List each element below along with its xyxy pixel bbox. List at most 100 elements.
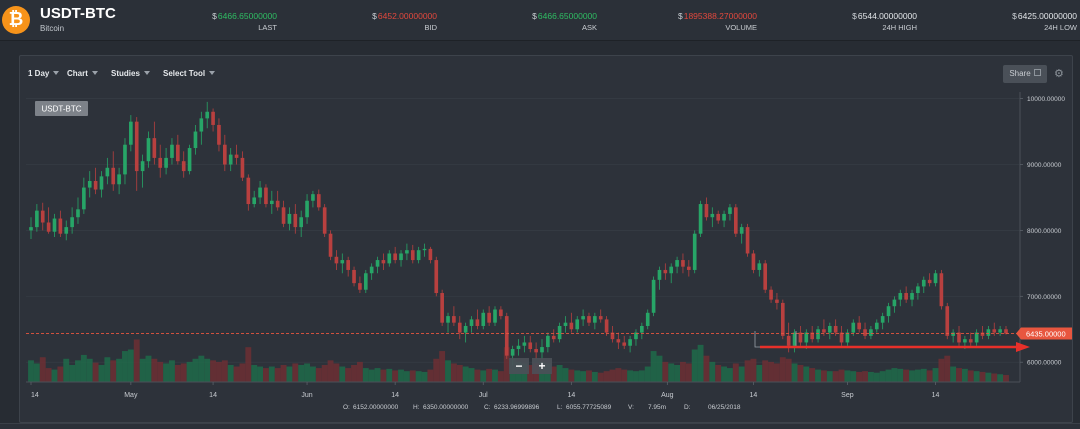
- candle-body: [487, 312, 491, 323]
- candle-body: [569, 322, 574, 330]
- currency-name: Bitcoin: [40, 24, 65, 33]
- candle-body: [640, 325, 644, 333]
- chart-type-dropdown[interactable]: Chart: [67, 69, 98, 78]
- volume-bar: [362, 368, 369, 382]
- candle-body: [328, 233, 333, 257]
- interval-dropdown[interactable]: 1 Day: [28, 69, 60, 78]
- candle-body: [99, 176, 104, 190]
- candle-body: [252, 197, 257, 205]
- candle-body: [64, 227, 69, 234]
- candle-body: [786, 335, 791, 346]
- current-price-label: 6435.00000: [1026, 329, 1066, 338]
- candle-body: [904, 293, 908, 300]
- studies-dropdown[interactable]: Studies: [111, 69, 150, 78]
- volume-bar: [920, 368, 927, 382]
- volume-bar: [192, 358, 199, 382]
- candle-body: [70, 217, 74, 228]
- volume-bar: [944, 355, 951, 382]
- chevron-down-icon: [143, 71, 150, 75]
- ohlc-close-label: C:: [484, 404, 491, 411]
- candle-body: [305, 200, 309, 218]
- select-tool-dropdown[interactable]: Select Tool: [163, 69, 216, 78]
- candle-body: [440, 293, 444, 323]
- y-tick-label: 6000.00000: [1027, 360, 1062, 367]
- low-value: 6425.00000000: [1017, 11, 1077, 21]
- candle-body: [140, 161, 145, 172]
- candle-body: [886, 306, 891, 317]
- candle-body: [299, 217, 304, 228]
- candle-body: [587, 316, 591, 323]
- candle-body: [546, 335, 550, 348]
- candle-body: [322, 207, 327, 234]
- candle-body: [369, 266, 374, 274]
- candle-body: [516, 345, 521, 350]
- candle-body: [387, 253, 392, 264]
- volume-bar: [797, 364, 804, 382]
- share-button[interactable]: Share: [1003, 65, 1047, 83]
- candle-body: [716, 213, 721, 221]
- volume-bar: [550, 366, 557, 382]
- volume-bar: [932, 368, 939, 382]
- candle-body: [863, 329, 867, 336]
- volume-bar: [779, 357, 786, 382]
- volume-bar: [268, 366, 275, 382]
- candle-body: [269, 200, 274, 205]
- candle-body: [504, 316, 509, 356]
- gear-icon[interactable]: ⚙: [1054, 67, 1064, 80]
- volume-bar: [239, 363, 246, 382]
- candle-body: [358, 283, 362, 290]
- candle-body: [170, 144, 174, 158]
- zoom-out-button[interactable]: −: [509, 358, 529, 374]
- volume-bar: [850, 371, 857, 382]
- volume-bar: [433, 358, 440, 382]
- x-tick-label: 14: [209, 392, 217, 399]
- x-tick-label: 14: [567, 392, 575, 399]
- volume-bar: [497, 371, 504, 382]
- volume-bar: [791, 363, 798, 382]
- candle-body: [845, 332, 850, 343]
- ohlc-high-label: H:: [413, 404, 420, 411]
- volume-bar: [638, 370, 645, 382]
- x-tick-label: 14: [391, 392, 399, 399]
- candle-body: [957, 332, 961, 343]
- market-header: ₿ USDT-BTC Bitcoin $6466.65000000 LAST $…: [0, 0, 1080, 41]
- candle-body: [528, 342, 533, 350]
- candle-body: [152, 138, 157, 158]
- grid: [26, 98, 1020, 363]
- volume-bar: [151, 358, 158, 382]
- candle-body: [968, 339, 973, 343]
- high-label: 24H HIGH: [882, 23, 917, 32]
- candle-body: [675, 260, 679, 267]
- x-tick-label: Sep: [841, 392, 854, 399]
- candle-body: [722, 213, 726, 221]
- volume-bar: [104, 357, 111, 382]
- zoom-in-button[interactable]: +: [532, 358, 552, 374]
- volume-bars: [28, 339, 1009, 382]
- last-label: LAST: [258, 23, 277, 32]
- support-annotation[interactable]: [754, 331, 1030, 352]
- candle-body: [463, 325, 468, 333]
- candle-body: [452, 316, 456, 323]
- volume-bar: [116, 358, 123, 382]
- volume-bar: [967, 370, 974, 382]
- candle-body: [663, 269, 668, 274]
- volume-bar: [204, 358, 211, 382]
- stat-24h-low: $6425.00000000 24H LOW: [1012, 11, 1077, 33]
- volume-value: 1895388.27000000: [683, 11, 757, 21]
- currency-symbol: $: [1012, 11, 1017, 21]
- stat-last: $6466.65000000 LAST: [212, 11, 277, 33]
- volume-bar: [991, 373, 998, 382]
- volume-bar: [568, 369, 575, 382]
- x-tick-label: Aug: [661, 392, 674, 399]
- high-value: 6544.00000000: [857, 11, 917, 21]
- ohlc-low: 6055.77725089: [566, 404, 612, 411]
- candle-body: [692, 233, 697, 270]
- candle-body: [211, 111, 215, 125]
- x-tick-label: Jul: [479, 392, 488, 399]
- volume-bar: [292, 363, 299, 382]
- candle-body: [563, 322, 568, 326]
- volume-bar: [685, 363, 692, 382]
- minus-icon: −: [515, 359, 522, 373]
- volume-bar: [380, 369, 387, 382]
